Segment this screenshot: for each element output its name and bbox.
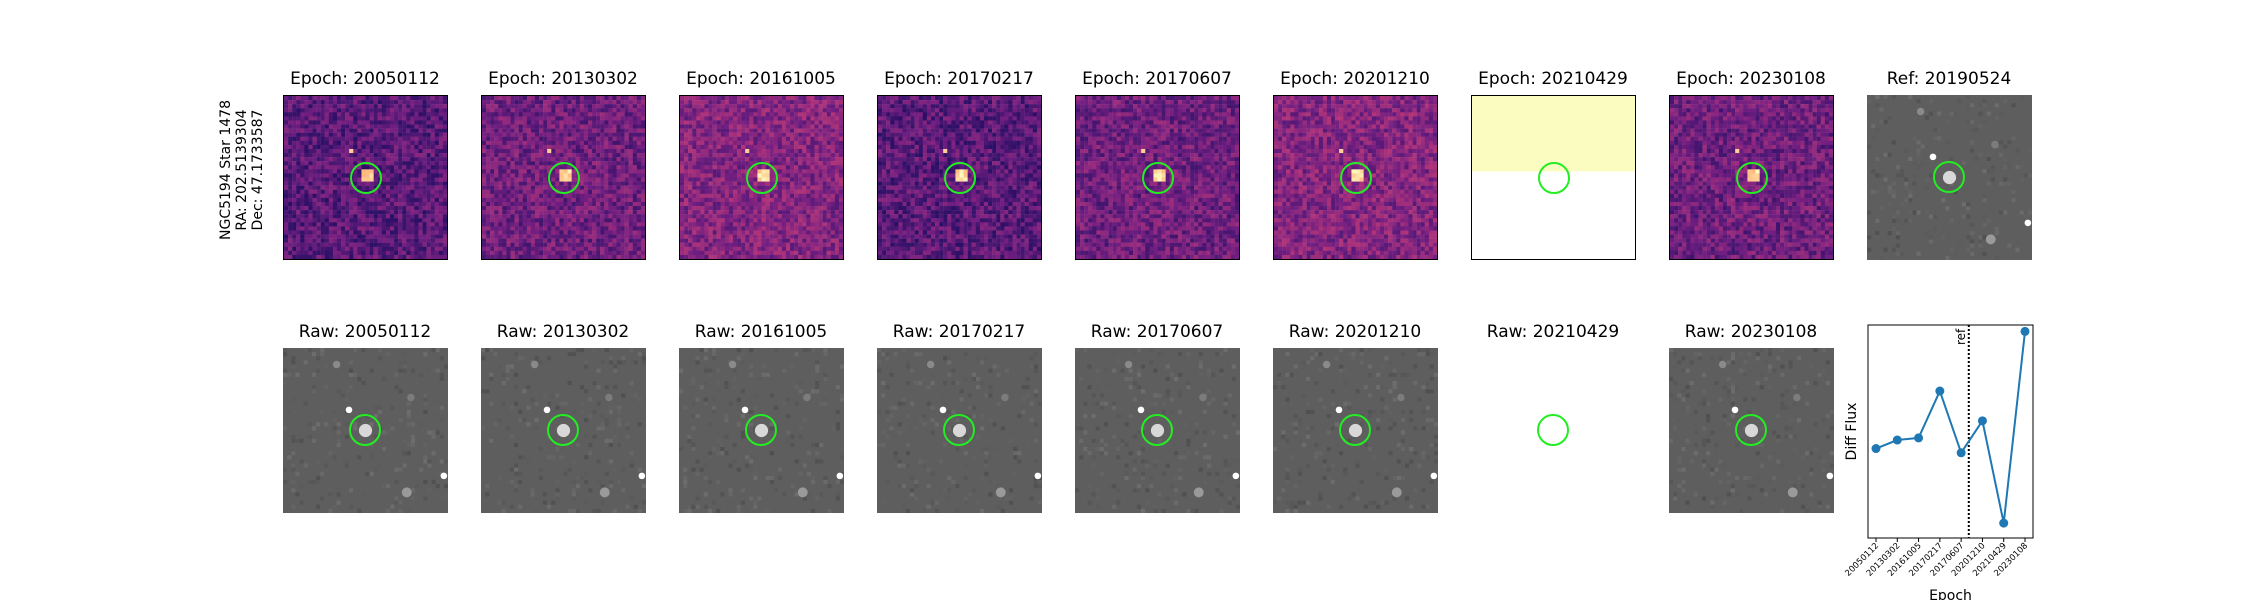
raw-cutout-title: Raw: 20170217	[892, 322, 1026, 342]
cutout-image	[284, 96, 447, 259]
cutout-image	[680, 96, 843, 259]
series-line	[1875, 331, 2026, 524]
diff-cutout-title: Ref: 20190524	[1886, 69, 2012, 89]
data-point	[1892, 435, 1902, 445]
raw-cutout-title: Raw: 20210429	[1486, 322, 1620, 342]
raw-cutout-panel	[679, 348, 844, 513]
target-circle	[1736, 162, 1768, 194]
target-ra: RA: 202.5139304	[234, 109, 250, 231]
diff-cutout-panel	[481, 95, 646, 260]
data-point	[1871, 444, 1881, 454]
diff-cutout-panel	[679, 95, 844, 260]
raw-cutout-panel	[1669, 348, 1834, 513]
diff-cutout-title: Epoch: 20161005	[686, 69, 836, 89]
data-point	[1914, 433, 1924, 443]
target-circle	[1142, 162, 1174, 194]
diff-cutout-panel	[283, 95, 448, 260]
cutout-image	[1669, 348, 1834, 513]
target-circle	[1538, 162, 1570, 194]
cutout-image	[1472, 96, 1635, 172]
target-circle	[1735, 414, 1767, 446]
target-circle	[548, 162, 580, 194]
raw-cutout-title: Raw: 20161005	[694, 322, 828, 342]
diff-cutout-panel	[1471, 95, 1636, 260]
diff-cutout-panel	[877, 95, 1042, 260]
cutout-image	[482, 96, 645, 259]
raw-cutout-panel	[1471, 348, 1636, 513]
target-circle	[1537, 414, 1569, 446]
target-circle	[1141, 414, 1173, 446]
plot-frame	[1867, 324, 2034, 539]
y-axis-label: Diff Flux	[1844, 403, 1860, 461]
data-point	[1956, 448, 1966, 458]
data-point	[1935, 386, 1945, 396]
target-circle	[943, 414, 975, 446]
diff-cutout-title: Epoch: 20170607	[1082, 69, 1232, 89]
diff-cutout-title: Epoch: 20050112	[290, 69, 440, 89]
target-label: NGC5194 Star 1478 RA: 202.5139304 Dec: 4…	[218, 95, 266, 245]
diff-cutout-panel	[1669, 95, 1834, 260]
cutout-image	[1670, 96, 1833, 259]
raw-cutout-panel	[877, 348, 1042, 513]
target-circle	[745, 414, 777, 446]
cutout-image	[878, 96, 1041, 259]
cutout-image	[1274, 96, 1437, 259]
diff-cutout-title: Epoch: 20130302	[488, 69, 638, 89]
target-dec: Dec: 47.1733587	[250, 109, 266, 231]
diff-cutout-panel	[1867, 95, 2032, 260]
target-circle	[1340, 162, 1372, 194]
light-curve-chart: ref2005011220130302201610052017021720170…	[1843, 324, 2034, 600]
ref-label: ref	[1954, 328, 1968, 345]
diff-cutout-title: Epoch: 20230108	[1676, 69, 1826, 89]
target-circle	[547, 414, 579, 446]
raw-cutout-panel	[1075, 348, 1240, 513]
raw-cutout-title: Raw: 20170607	[1090, 322, 1224, 342]
x-axis-label: Epoch	[1929, 588, 1972, 600]
raw-cutout-panel	[283, 348, 448, 513]
target-circle	[944, 162, 976, 194]
diff-cutout-title: Epoch: 20210429	[1478, 69, 1628, 89]
target-name: NGC5194 Star 1478	[218, 100, 234, 240]
target-circle	[1933, 161, 1965, 193]
cutout-image	[1076, 96, 1239, 259]
target-circle	[1339, 414, 1371, 446]
raw-cutout-title: Raw: 20201210	[1288, 322, 1422, 342]
raw-cutout-title: Raw: 20230108	[1684, 322, 1818, 342]
raw-cutout-title: Raw: 20050112	[298, 322, 432, 342]
diff-cutout-title: Epoch: 20201210	[1280, 69, 1430, 89]
raw-cutout-title: Raw: 20130302	[496, 322, 630, 342]
raw-cutout-panel	[1273, 348, 1438, 513]
diff-cutout-panel	[1075, 95, 1240, 260]
raw-cutout-panel	[481, 348, 646, 513]
target-circle	[746, 162, 778, 194]
diff-cutout-title: Epoch: 20170217	[884, 69, 1034, 89]
data-point	[1977, 416, 1987, 426]
target-circle	[349, 414, 381, 446]
diff-cutout-panel	[1273, 95, 1438, 260]
target-circle	[350, 162, 382, 194]
data-point	[2020, 326, 2030, 336]
data-point	[1999, 518, 2009, 528]
